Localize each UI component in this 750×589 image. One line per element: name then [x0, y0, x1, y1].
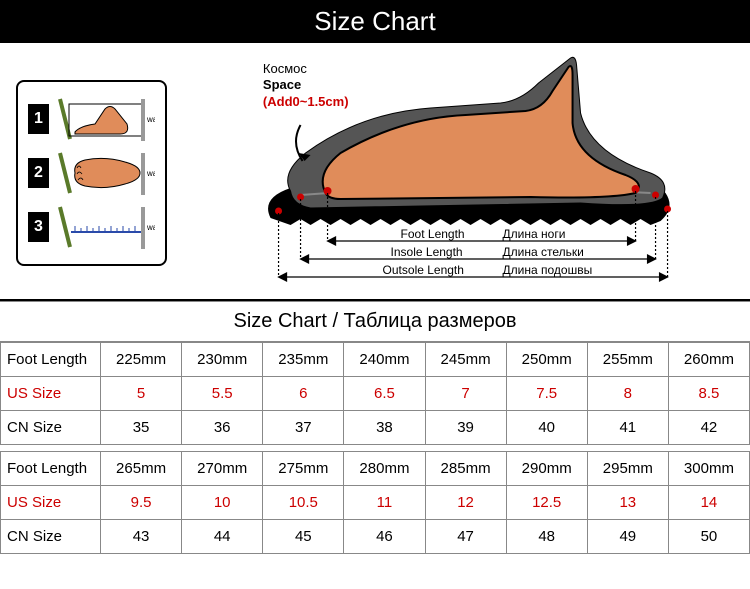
add-suffix: ) [344, 94, 348, 109]
svg-text:wall: wall [146, 115, 155, 124]
add-range: 0~1.5cm [293, 94, 345, 109]
row-cn-2: CN Size 4344 4546 4748 4950 [1, 520, 750, 554]
svg-text:Outsole Length: Outsole Length [382, 263, 463, 277]
step-2-foot-top-icon: wall [55, 148, 155, 198]
row-cn-1: CN Size 3536 3738 3940 4142 [1, 411, 750, 445]
header-bar: Size Chart [0, 0, 750, 43]
row-foot-2: Foot Length 265mm270mm 275mm280mm 285mm2… [1, 452, 750, 486]
step-1: 1 wall [28, 94, 155, 144]
svg-text:wall: wall [146, 223, 155, 232]
step-3-ruler-icon: wall [55, 202, 155, 252]
step-3-number: 3 [28, 212, 49, 242]
step-3: 3 wall [28, 202, 155, 252]
size-chart-container: Size Chart 1 wall 2 [0, 0, 750, 554]
svg-text:Длина ноги: Длина ноги [502, 227, 565, 241]
add-prefix: (Add [263, 94, 293, 109]
kosmos-label: Космос [263, 61, 349, 77]
row-us-1: US Size 55.5 66.5 77.5 88.5 [1, 377, 750, 411]
svg-text:Insole Length: Insole Length [390, 245, 462, 259]
foot-in-shoe-diagram: Космос Space (Add0~1.5cm) [187, 53, 734, 293]
label-us-size: US Size [1, 377, 101, 411]
label-cn-size: CN Size [1, 411, 101, 445]
measurement-steps-box: 1 wall 2 wall [16, 80, 167, 266]
illustrations-row: 1 wall 2 wall [0, 43, 750, 301]
step-2: 2 wall [28, 148, 155, 198]
size-table: Foot Length 225mm230mm 235mm240mm 245mm2… [0, 342, 750, 554]
step-2-number: 2 [28, 158, 49, 188]
svg-text:Длина подошвы: Длина подошвы [502, 263, 592, 277]
label-foot-length: Foot Length [1, 343, 101, 377]
space-labels: Космос Space (Add0~1.5cm) [263, 61, 349, 110]
space-label: Space [263, 77, 301, 92]
header-title: Size Chart [314, 6, 435, 36]
table-title: Size Chart / Таблица размеров [0, 301, 750, 342]
step-1-foot-side-icon: wall [55, 94, 155, 144]
row-us-2: US Size 9.510 10.511 1212.5 1314 [1, 486, 750, 520]
svg-text:Foot Length: Foot Length [400, 227, 464, 241]
step-1-number: 1 [28, 104, 49, 134]
svg-text:Длина стельки: Длина стельки [502, 245, 583, 259]
row-foot-1: Foot Length 225mm230mm 235mm240mm 245mm2… [1, 343, 750, 377]
svg-text:wall: wall [146, 169, 155, 178]
